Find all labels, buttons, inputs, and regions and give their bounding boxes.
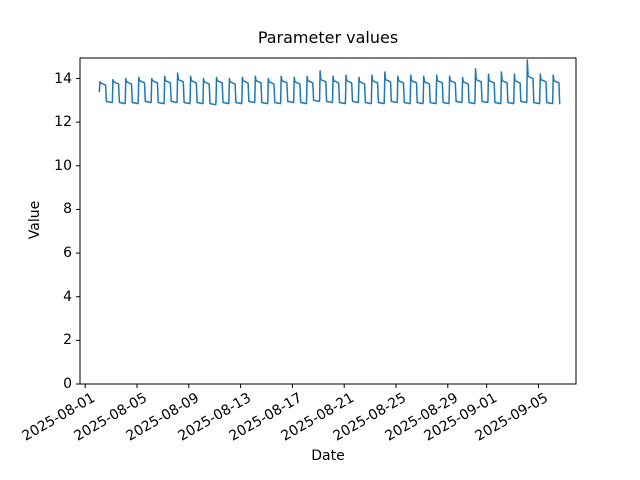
y-tick-label: 6 [63, 245, 72, 262]
x-axis-label: Date [311, 448, 345, 464]
y-tick-label: 0 [63, 376, 72, 392]
axes-frame [79, 57, 577, 385]
chart-title: Parameter values [257, 28, 399, 47]
y-tick-label: 8 [63, 201, 72, 218]
y-tick-label: 10 [54, 157, 72, 174]
parameter-series-line [98, 59, 561, 106]
y-tick-label: 2 [63, 332, 72, 349]
y-tick-label: 14 [54, 70, 72, 87]
y-tick-label: 4 [63, 288, 72, 305]
y-tick-label: 12 [54, 114, 72, 131]
